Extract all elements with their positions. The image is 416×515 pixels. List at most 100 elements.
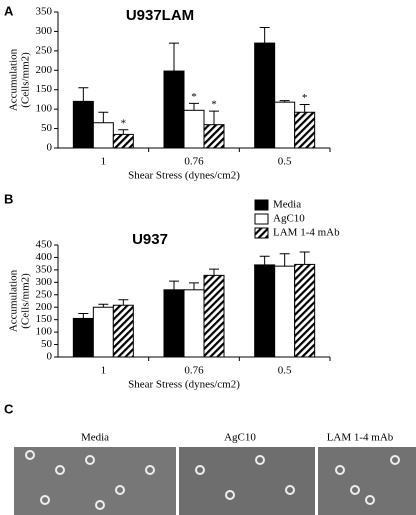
- x-tick-label: 1: [101, 156, 107, 168]
- error-bar: [78, 312, 89, 319]
- y-tick-label: 200: [36, 64, 53, 76]
- error-bar: [78, 87, 89, 102]
- error-bar: [279, 253, 290, 267]
- y-tick-label: 350: [36, 263, 53, 275]
- legend-swatch: [254, 199, 269, 211]
- x-tick-label: 0.5: [278, 365, 292, 377]
- legend-label: LAM 1-4 mAb: [273, 227, 340, 239]
- cell: [55, 465, 65, 475]
- y-tick-label: 400: [36, 251, 53, 263]
- image-label: AgC10: [224, 432, 256, 444]
- y-tick-label: 0: [47, 142, 53, 154]
- error-bar: [169, 42, 179, 72]
- error-bar: [98, 303, 109, 308]
- y-tick-label: 200: [36, 301, 53, 313]
- y-axis-label: (Cells/mm2): [20, 52, 32, 108]
- bar: [254, 264, 276, 358]
- y-tick-label: 300: [36, 25, 53, 37]
- cell: [350, 485, 360, 495]
- image-label: LAM 1-4 mAb: [327, 432, 394, 444]
- x-axis-label: Shear Stress (dynes/cm2): [128, 170, 240, 182]
- significance: *: [211, 99, 217, 111]
- error-bar: [209, 110, 219, 125]
- y-tick-label: 100: [36, 326, 53, 338]
- y-axis-label: Accumulation: [8, 269, 20, 332]
- cell: [25, 450, 35, 460]
- bar: [294, 263, 316, 358]
- legend-label: Media: [273, 199, 301, 211]
- error-bar: [259, 255, 270, 265]
- chart: A U937LAM Accumulation (Cells/mm2) 0 50 100 150…: [4, 3, 331, 182]
- cell: [40, 495, 50, 505]
- y-tick-label: 250: [36, 44, 53, 56]
- error-bar: [279, 100, 290, 103]
- error-bar: [118, 129, 129, 135]
- y-tick-label: 50: [41, 122, 53, 134]
- bar: [294, 111, 316, 149]
- error-bar: [209, 268, 219, 276]
- cell: [365, 495, 375, 505]
- error-bar: [169, 280, 179, 290]
- significance: *: [191, 91, 197, 103]
- cell: [95, 500, 105, 510]
- y-tick-label: 150: [36, 83, 53, 95]
- bar: [274, 101, 296, 149]
- cell: [225, 490, 235, 500]
- bar: [112, 304, 134, 358]
- significance: *: [302, 92, 308, 104]
- error-bar: [299, 103, 310, 113]
- cell: [255, 455, 265, 465]
- image-label: Media: [81, 432, 109, 444]
- bar: [72, 100, 94, 149]
- bar: [254, 42, 276, 149]
- cells: [25, 450, 400, 510]
- bar: [92, 306, 114, 358]
- error-bar: [98, 111, 109, 123]
- significance: *: [121, 117, 127, 129]
- bar: [183, 109, 205, 149]
- bar: [92, 122, 114, 149]
- error-bar: [299, 251, 310, 265]
- legend-label: AgC10: [273, 213, 305, 225]
- cell: [285, 485, 295, 495]
- y-tick-label: 0: [47, 351, 53, 363]
- bar: [163, 70, 185, 149]
- error-bar: [118, 299, 129, 306]
- chart-title: U937: [132, 231, 168, 248]
- error-bar: [259, 27, 270, 44]
- cell: [115, 485, 125, 495]
- cell: [145, 465, 155, 475]
- cell: [390, 455, 400, 465]
- cell: [195, 465, 205, 475]
- panel-label: A: [4, 3, 14, 18]
- cell: [335, 465, 345, 475]
- y-tick-label: 100: [36, 103, 53, 115]
- panel-label: B: [4, 191, 13, 206]
- panel-label: C: [4, 401, 14, 416]
- error-bar: [189, 102, 199, 111]
- legend-swatch: [254, 213, 269, 225]
- panel-c: C Media AgC10 LAM 1-4 mAb: [4, 401, 416, 515]
- bar: [203, 274, 225, 358]
- y-tick-label: 50: [41, 338, 53, 350]
- x-tick-label: 0.76: [184, 365, 204, 377]
- bar: [183, 289, 205, 358]
- y-tick-label: 250: [36, 288, 53, 300]
- micrograph: [179, 447, 315, 515]
- y-tick-label: 300: [36, 276, 53, 288]
- x-tick-label: 0.5: [278, 156, 292, 168]
- legend-swatch: [254, 227, 269, 239]
- y-axis-label: (Cells/mm2): [20, 273, 32, 329]
- x-tick-label: 0.76: [184, 156, 204, 168]
- y-tick-label: 350: [36, 6, 53, 18]
- micrograph: [14, 447, 176, 515]
- x-tick-label: 1: [101, 365, 107, 377]
- bar: [203, 124, 225, 149]
- x-axis-label: Shear Stress (dynes/cm2): [128, 379, 240, 391]
- error-bar: [189, 282, 199, 290]
- cell: [85, 455, 95, 465]
- chart: B U937 Accumulation (Cells/mm2) 050100150200…: [4, 191, 340, 390]
- bar: [72, 317, 94, 358]
- micrograph: [318, 447, 416, 515]
